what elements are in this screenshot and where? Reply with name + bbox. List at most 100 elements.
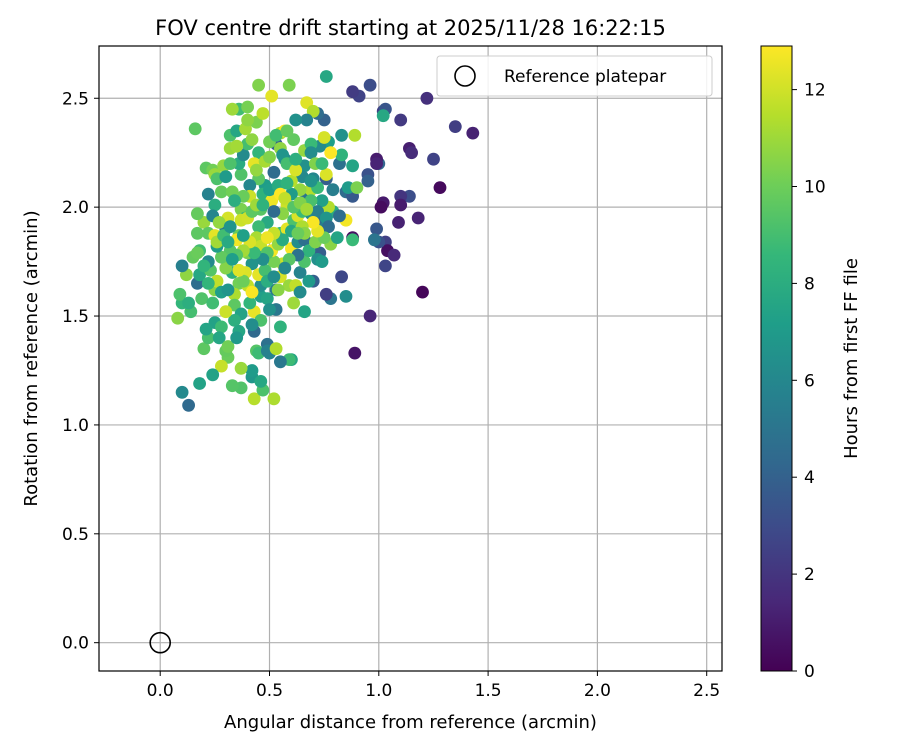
data-point	[271, 283, 285, 297]
data-point	[278, 261, 292, 275]
y-tick-label: 0.0	[62, 634, 89, 654]
chart-title: FOV centre drift starting at 2025/11/28 …	[155, 16, 666, 40]
data-point	[197, 259, 211, 273]
data-point	[348, 128, 362, 142]
data-point	[241, 100, 255, 114]
data-point	[282, 78, 296, 92]
data-point	[394, 198, 408, 212]
data-point	[215, 250, 228, 264]
data-point	[335, 148, 348, 162]
colorbar-tick-label: 10	[804, 178, 826, 198]
data-point	[254, 375, 268, 388]
data-point	[256, 107, 270, 120]
y-tick-label: 1.5	[62, 307, 89, 327]
data-point	[339, 290, 353, 303]
data-point	[263, 303, 276, 316]
data-point	[346, 233, 359, 247]
data-point	[219, 261, 233, 275]
data-point	[258, 263, 272, 277]
data-point	[171, 311, 185, 325]
data-point	[333, 209, 346, 223]
data-point	[206, 296, 220, 310]
data-point	[236, 229, 250, 242]
legend-box	[436, 55, 713, 97]
data-point	[274, 320, 287, 334]
y-tick-label: 0.5	[62, 525, 89, 545]
data-point	[326, 183, 340, 197]
data-point	[267, 270, 281, 284]
scatter-points	[149, 70, 480, 654]
data-point	[448, 120, 462, 133]
data-point	[405, 146, 418, 160]
data-point	[416, 285, 429, 299]
data-point	[311, 205, 324, 218]
data-point	[466, 126, 480, 140]
data-point	[247, 392, 261, 406]
data-point	[208, 198, 222, 212]
x-tick-label: 1.0	[365, 681, 392, 701]
data-point	[376, 109, 390, 123]
data-point	[252, 146, 265, 160]
data-point	[201, 277, 215, 290]
data-point	[223, 220, 237, 234]
data-point	[245, 133, 259, 147]
x-tick-label: 2.5	[693, 681, 720, 701]
data-point	[291, 226, 305, 240]
data-point	[256, 253, 270, 266]
data-point	[245, 257, 259, 271]
data-point	[427, 152, 440, 166]
data-point	[287, 296, 300, 310]
data-point	[256, 198, 270, 212]
data-point	[234, 361, 248, 375]
data-point	[361, 174, 375, 188]
data-point	[228, 298, 241, 312]
data-point	[300, 96, 314, 109]
data-point	[315, 157, 329, 171]
data-point	[199, 322, 213, 336]
y-tick-label: 2.0	[62, 198, 89, 218]
data-point	[304, 174, 318, 188]
x-tick-label: 0.5	[256, 681, 283, 701]
data-point	[306, 104, 320, 118]
colorbar-tick-label: 6	[804, 371, 815, 391]
data-point	[379, 259, 392, 273]
data-point	[363, 78, 377, 92]
colorbar-label: Hours from first FF file	[841, 258, 862, 459]
data-point	[363, 309, 377, 323]
data-point	[330, 231, 344, 245]
x-tick-label: 0.0	[147, 681, 174, 701]
data-point	[267, 255, 281, 268]
data-point	[201, 187, 215, 201]
data-point	[433, 181, 447, 195]
colorbar-tick-label: 8	[804, 274, 815, 294]
data-point	[370, 222, 383, 236]
colorbar-tick-label: 2	[804, 565, 815, 585]
data-point	[265, 89, 279, 103]
data-point	[370, 157, 383, 171]
data-point	[319, 168, 333, 181]
data-point	[236, 148, 250, 162]
data-point	[228, 314, 241, 327]
data-point	[260, 231, 274, 245]
data-point	[289, 113, 303, 127]
grid	[99, 46, 722, 671]
data-point	[234, 168, 248, 181]
colorbar-tick-label: 0	[804, 662, 815, 682]
data-point	[230, 331, 244, 345]
y-tick-label: 1.0	[62, 416, 89, 436]
data-point	[230, 139, 244, 153]
data-point	[191, 226, 204, 240]
legend-marker	[454, 65, 476, 87]
y-axis-label: Rotation from reference (arcmin)	[21, 210, 42, 506]
legend: Reference platepar	[436, 55, 713, 97]
legend-label: Reference platepar	[504, 67, 666, 87]
data-point	[219, 305, 233, 319]
data-point	[195, 292, 209, 305]
data-point	[252, 220, 265, 234]
data-point	[280, 124, 294, 138]
data-point	[346, 85, 359, 99]
data-point	[420, 91, 434, 105]
data-point	[175, 259, 189, 273]
data-point	[278, 192, 292, 205]
data-point	[212, 216, 226, 229]
